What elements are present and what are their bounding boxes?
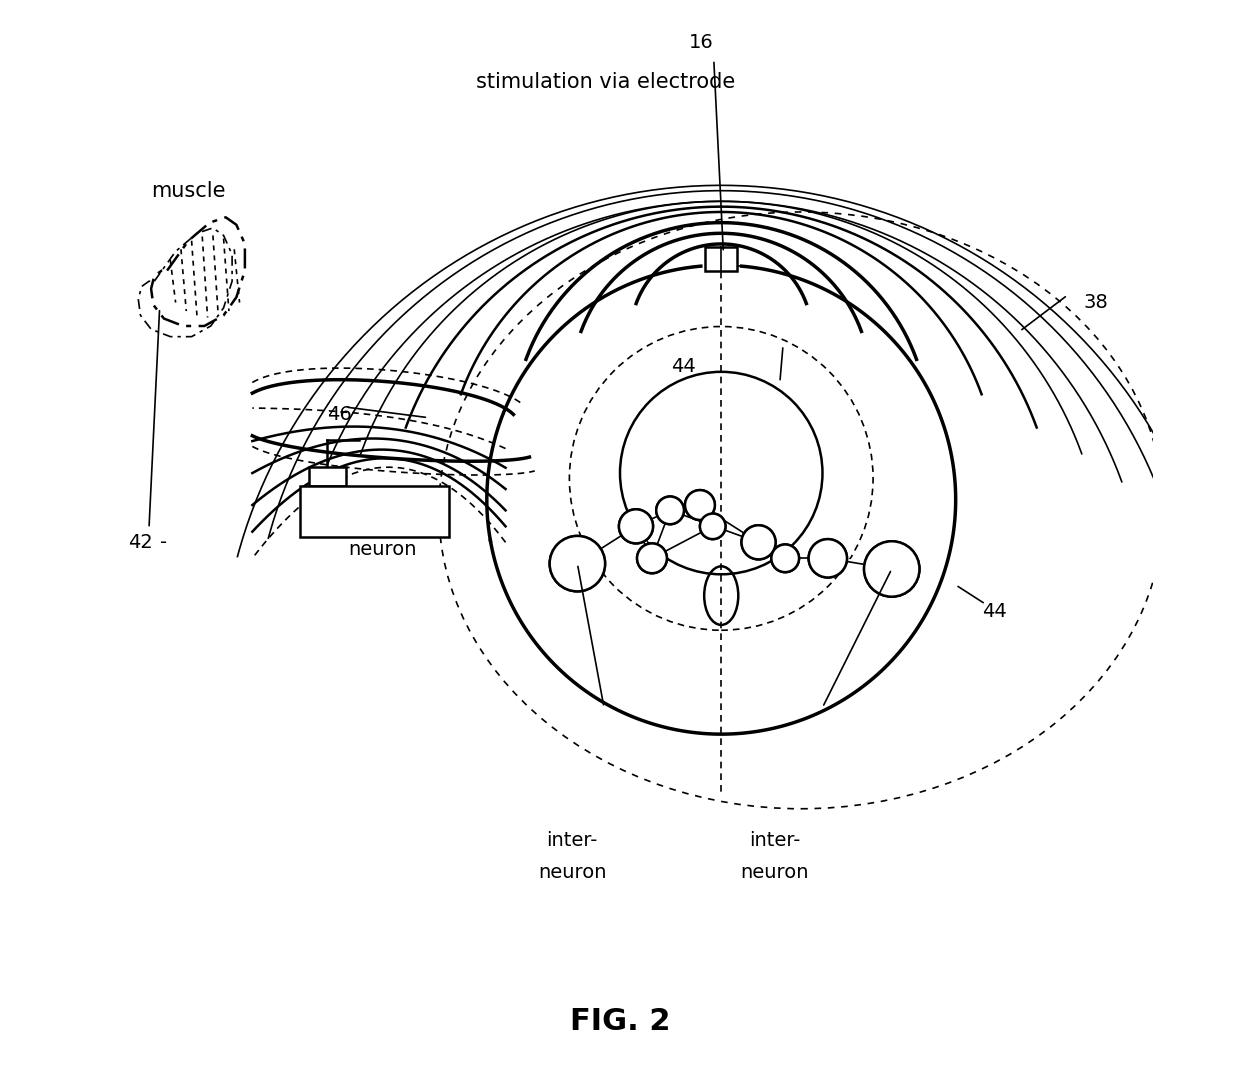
Circle shape [684, 490, 714, 520]
Circle shape [699, 513, 725, 539]
Circle shape [808, 539, 847, 578]
Text: 44: 44 [982, 603, 1007, 621]
Text: 16: 16 [689, 33, 714, 53]
Circle shape [684, 490, 714, 520]
Text: 46: 46 [327, 405, 352, 424]
Text: 42: 42 [128, 533, 153, 552]
Circle shape [742, 525, 775, 560]
Text: motor: motor [348, 508, 407, 527]
Bar [706, 247, 738, 271]
Text: 38: 38 [1084, 293, 1109, 313]
Circle shape [549, 536, 605, 592]
Circle shape [549, 536, 605, 592]
Text: FIG. 2: FIG. 2 [569, 1007, 671, 1036]
Text: neuron: neuron [740, 863, 808, 882]
Circle shape [637, 543, 667, 574]
Bar [309, 467, 346, 485]
Circle shape [656, 496, 684, 524]
Text: 44: 44 [671, 357, 696, 376]
Text: -: - [160, 533, 166, 552]
Circle shape [656, 496, 684, 524]
Circle shape [771, 545, 799, 572]
Circle shape [742, 525, 775, 560]
Circle shape [699, 513, 725, 539]
Circle shape [771, 545, 799, 572]
Text: muscle: muscle [151, 182, 226, 201]
Text: inter-: inter- [547, 831, 598, 851]
Text: neuron: neuron [348, 540, 417, 560]
Circle shape [808, 539, 847, 578]
Circle shape [864, 541, 919, 597]
Text: stimulation via electrode: stimulation via electrode [476, 72, 735, 91]
Circle shape [637, 543, 667, 574]
Circle shape [619, 509, 653, 543]
Bar [300, 485, 449, 537]
Circle shape [864, 541, 919, 597]
Circle shape [619, 509, 653, 543]
Text: neuron: neuron [538, 863, 606, 882]
Text: inter-: inter- [749, 831, 800, 851]
